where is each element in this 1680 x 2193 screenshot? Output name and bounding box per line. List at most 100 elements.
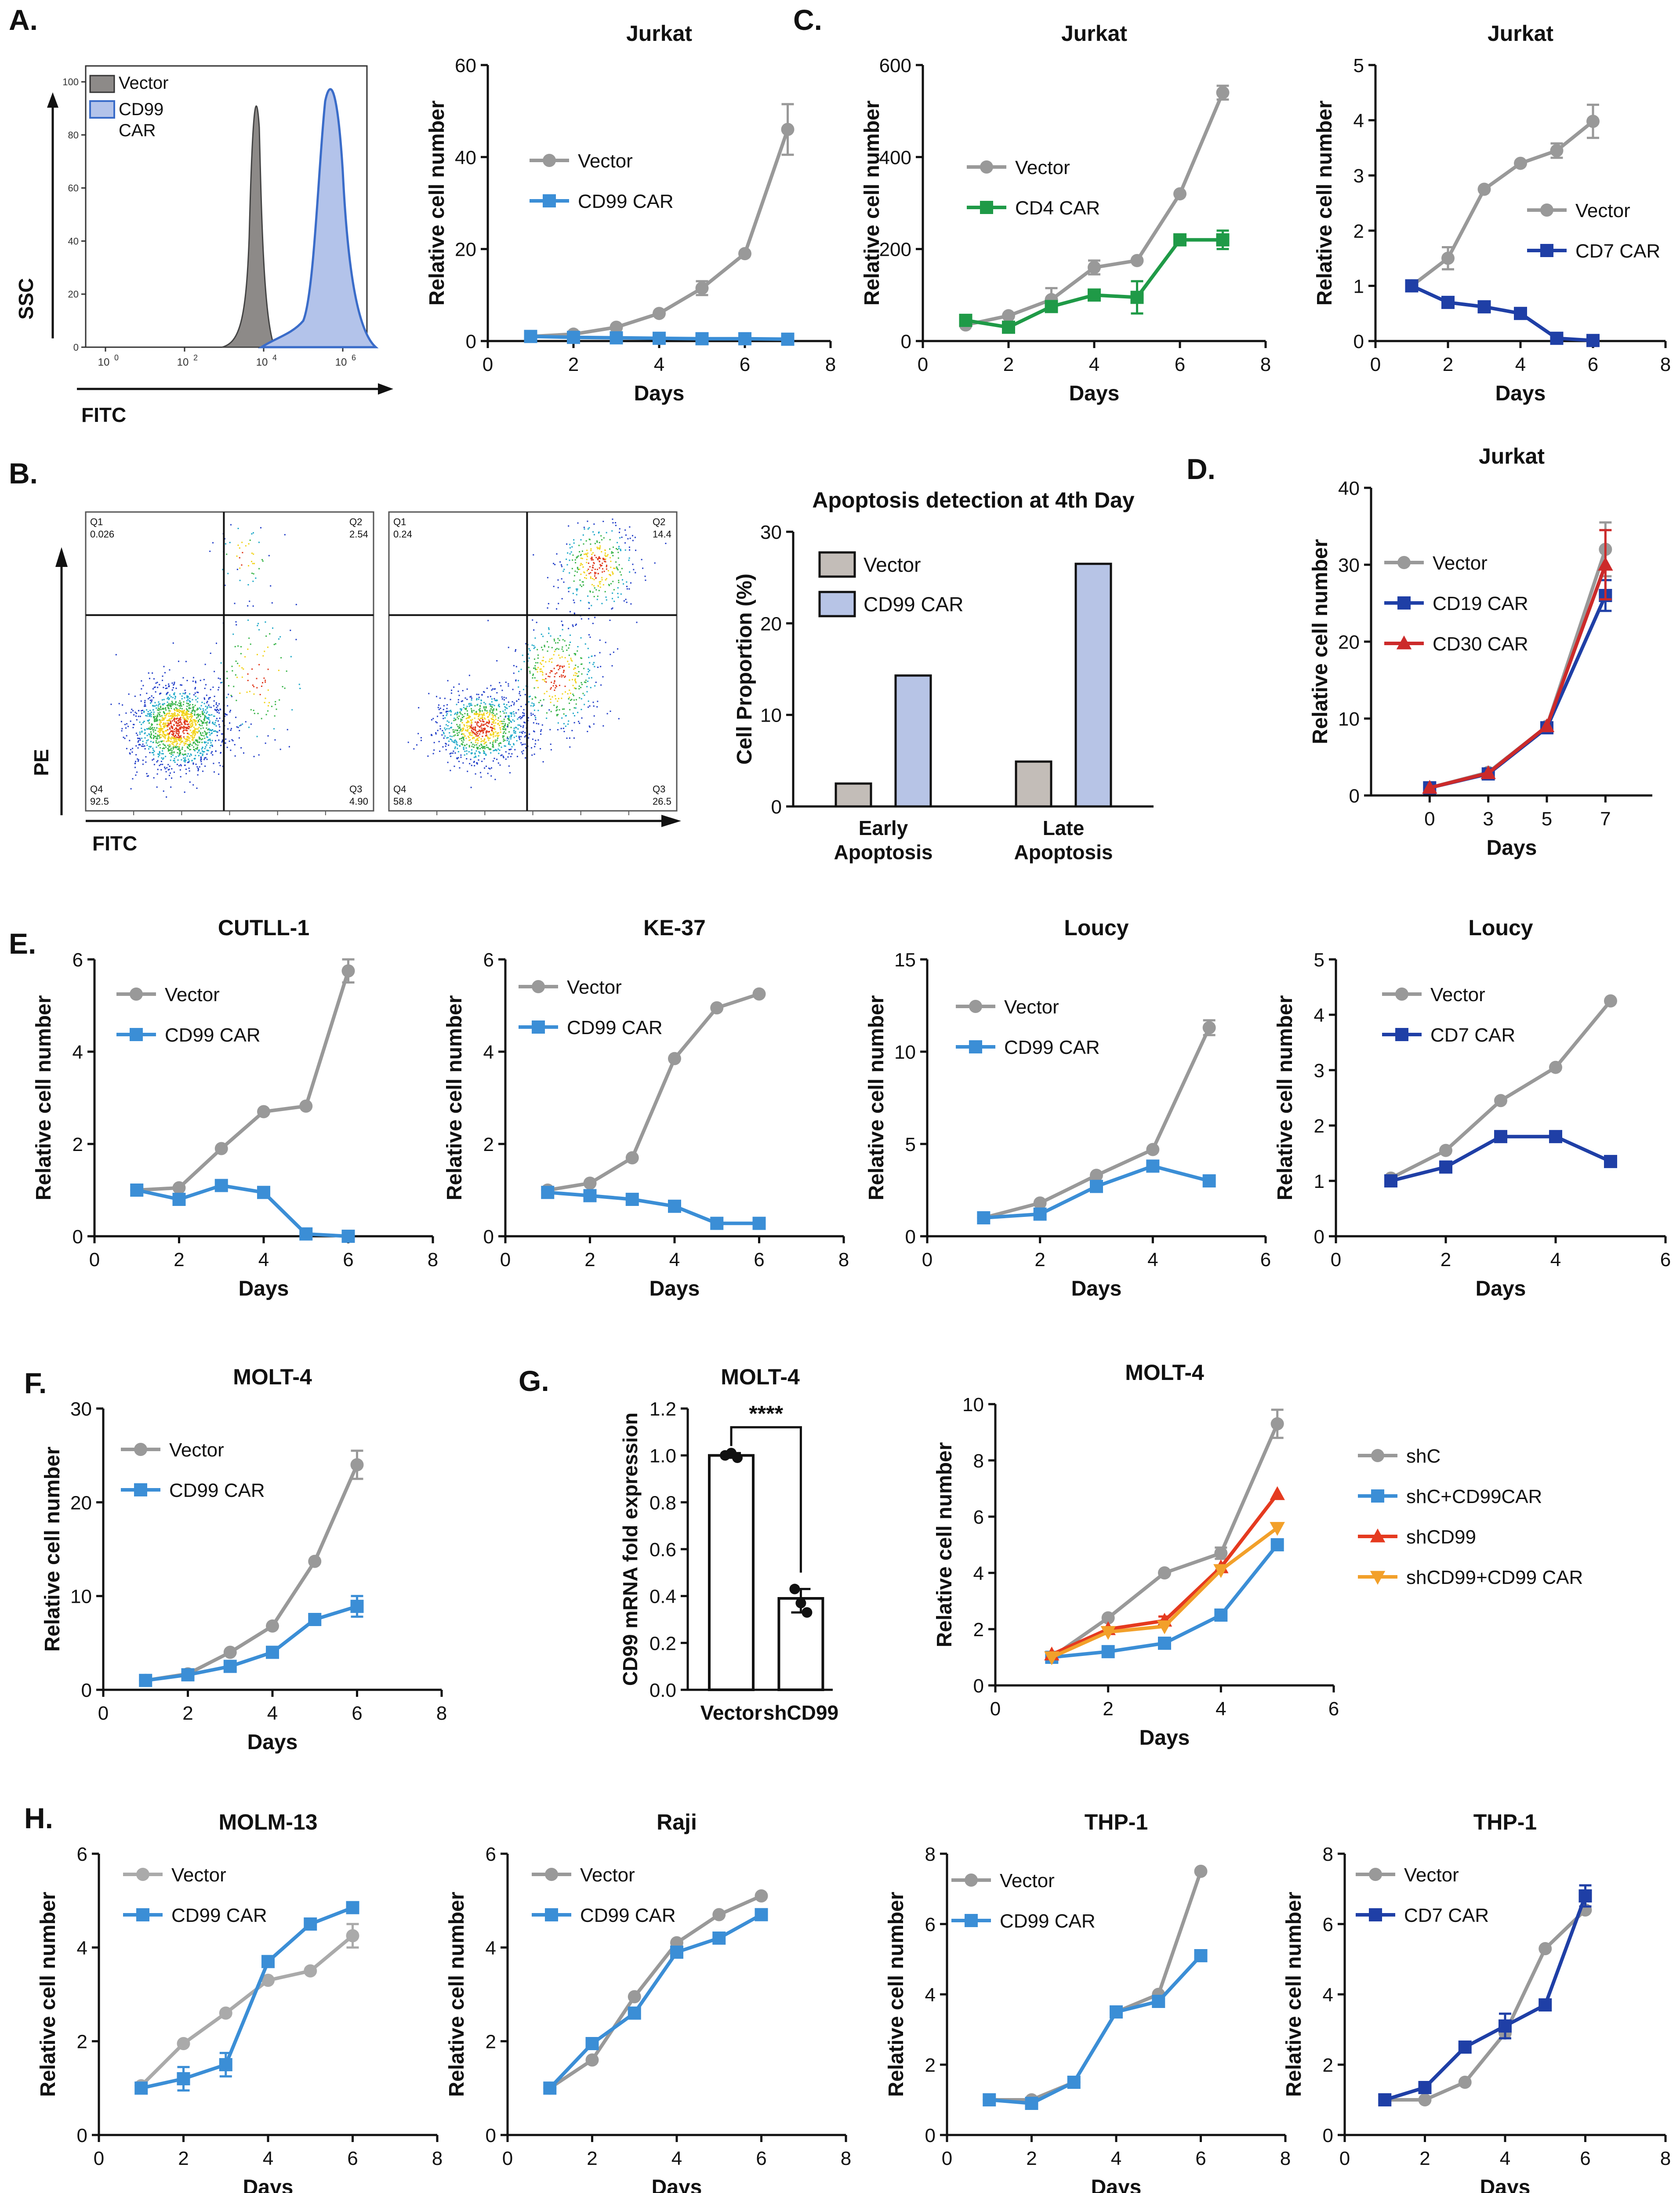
- x-tick-label: 0: [1331, 1249, 1341, 1271]
- event-dot: [495, 722, 497, 724]
- event-dot: [171, 726, 173, 728]
- event-dot: [179, 693, 181, 695]
- legend-marker: [134, 1443, 147, 1456]
- event-dot: [607, 570, 609, 572]
- event-dot: [142, 759, 144, 761]
- event-dot: [194, 710, 196, 712]
- event-dot: [197, 770, 199, 772]
- replicate-point: [732, 1452, 743, 1463]
- event-dot: [198, 721, 200, 723]
- event-dot: [515, 732, 516, 734]
- event-dot: [246, 691, 248, 693]
- event-dot: [213, 762, 214, 764]
- event-dot: [612, 607, 613, 609]
- event-dot: [149, 728, 151, 730]
- event-dot: [257, 713, 259, 715]
- y-tick-label: 2: [1353, 221, 1364, 242]
- event-dot: [192, 762, 194, 764]
- event-dot: [165, 685, 167, 686]
- event-dot: [179, 744, 181, 745]
- event-dot: [273, 728, 275, 730]
- x-tick-exponent: 4: [272, 353, 277, 362]
- event-dot: [182, 717, 184, 719]
- event-dot: [592, 701, 594, 703]
- event-dot: [179, 736, 181, 738]
- event-dot: [199, 719, 200, 720]
- event-dot: [150, 728, 152, 730]
- series-vector: Vector: [1356, 1864, 1592, 2106]
- legend-marker: [545, 1908, 558, 1921]
- event-dot: [198, 726, 200, 728]
- event-dot: [447, 680, 449, 682]
- event-dot: [195, 682, 196, 683]
- event-dot: [493, 731, 495, 733]
- event-dot: [477, 713, 479, 715]
- event-dot: [554, 695, 556, 697]
- y-tick-label: 2: [1314, 1115, 1324, 1137]
- event-dot: [493, 758, 495, 759]
- event-dot: [205, 705, 207, 707]
- y-tick-label: 4: [973, 1563, 984, 1584]
- event-dot: [166, 796, 167, 798]
- event-dot: [507, 737, 508, 739]
- event-dot: [174, 737, 176, 738]
- event-dot: [170, 722, 172, 723]
- event-dot: [163, 711, 164, 713]
- event-dot: [191, 712, 193, 714]
- event-dot: [215, 702, 217, 704]
- event-dot: [155, 742, 157, 744]
- event-dot: [481, 713, 483, 715]
- event-dot: [194, 728, 196, 730]
- event-dot: [137, 734, 138, 736]
- event-dot: [568, 647, 570, 649]
- series-cd19-car: CD19 CAR: [1384, 579, 1612, 795]
- event-dot: [494, 725, 496, 727]
- event-dot: [586, 562, 588, 563]
- y-tick-label: 2: [925, 2055, 936, 2076]
- event-dot: [250, 709, 252, 711]
- event-dot: [601, 539, 602, 541]
- event-dot: [463, 738, 464, 740]
- event-dot: [616, 566, 617, 568]
- event-dot: [457, 712, 458, 714]
- event-dot: [178, 709, 180, 711]
- event-dot: [141, 727, 142, 729]
- event-dot: [120, 721, 122, 723]
- event-dot: [186, 726, 188, 728]
- event-dot: [169, 766, 171, 767]
- event-dot: [580, 557, 582, 559]
- event-dot: [571, 699, 573, 701]
- data-point: [695, 281, 709, 295]
- event-dot: [565, 725, 566, 727]
- event-dot: [167, 738, 169, 740]
- event-dot: [570, 641, 571, 643]
- event-dot: [168, 724, 170, 726]
- event-dot: [178, 748, 180, 749]
- event-dot: [457, 726, 459, 727]
- event-dot: [491, 714, 493, 716]
- event-dot: [478, 693, 479, 695]
- event-dot: [504, 706, 506, 708]
- event-dot: [490, 705, 491, 707]
- event-dot: [218, 689, 219, 691]
- event-dot: [175, 707, 177, 709]
- event-dot: [444, 717, 446, 719]
- event-dot: [118, 703, 120, 704]
- event-dot: [190, 713, 192, 715]
- event-dot: [164, 744, 166, 746]
- significance-bracket: [730, 1426, 802, 1573]
- event-dot: [159, 732, 160, 733]
- event-dot: [446, 720, 448, 722]
- event-dot: [187, 753, 189, 755]
- event-dot: [202, 727, 204, 729]
- event-dot: [453, 735, 455, 737]
- data-point: [257, 1105, 270, 1118]
- event-dot: [581, 554, 582, 556]
- data-point: [1067, 2076, 1081, 2089]
- event-dot: [500, 715, 501, 717]
- event-dot: [476, 722, 478, 724]
- event-dot: [189, 714, 191, 715]
- event-dot: [171, 726, 172, 728]
- legend-label: Vector: [1404, 1864, 1459, 1886]
